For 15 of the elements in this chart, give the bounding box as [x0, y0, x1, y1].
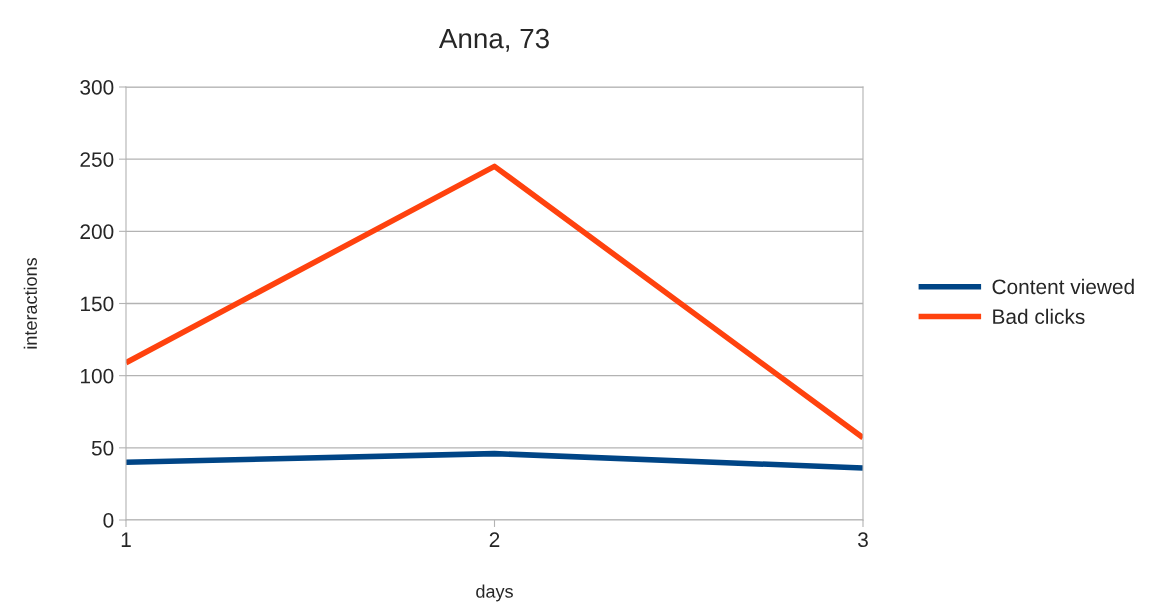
x-axis-title: days	[476, 584, 513, 602]
y-tick-label: 200	[80, 224, 114, 240]
x-tick-label: 2	[489, 532, 500, 547]
y-tick-label: 0	[103, 513, 114, 528]
x-tick-label: 3	[858, 532, 868, 548]
y-tick-label: 100	[81, 368, 114, 384]
y-axis-title: interactions	[23, 257, 37, 349]
y-tick-label: 50	[91, 440, 114, 456]
legend-label: Bad clicks	[993, 308, 1085, 325]
y-tick-label: 300	[80, 80, 114, 95]
legend-label: Content viewed	[992, 278, 1134, 295]
chart-title: Anna, 73	[438, 28, 549, 52]
y-tick-label: 150	[81, 296, 114, 312]
x-tick-label: 1	[121, 532, 131, 547]
y-tick-label: 250	[80, 152, 114, 167]
